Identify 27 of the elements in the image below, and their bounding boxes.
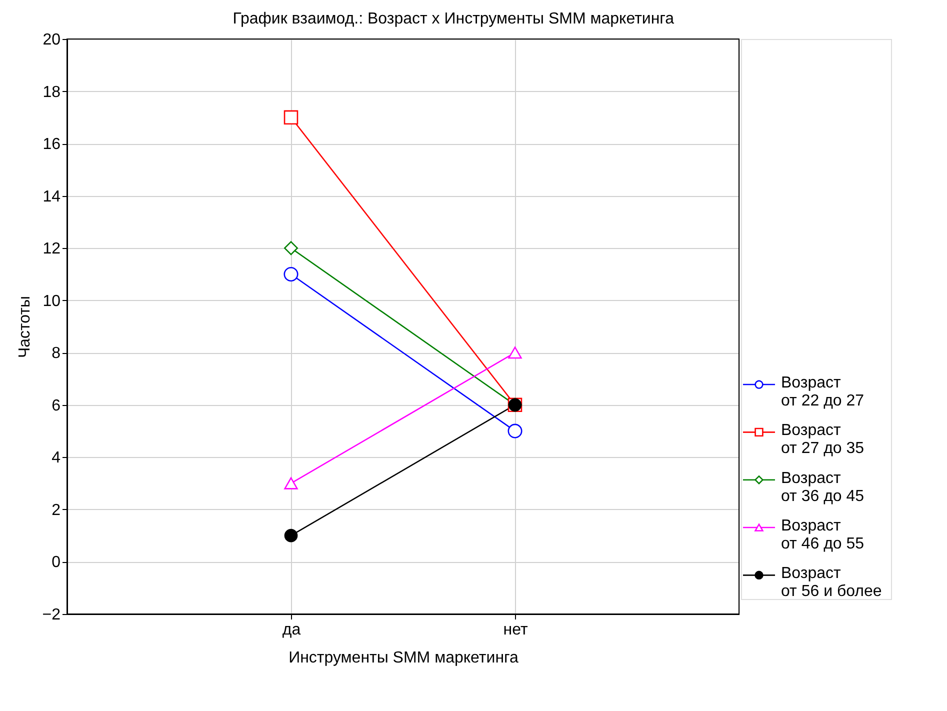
y-tick-label: 0 <box>52 554 61 572</box>
legend-label: Возраст от 22 до 27 <box>781 374 864 410</box>
point <box>284 110 298 125</box>
y-tick-label: 8 <box>52 345 61 362</box>
y-tick-label: 4 <box>52 450 61 467</box>
x-tick-label: да <box>282 622 301 638</box>
y-tick-label: 6 <box>52 397 61 414</box>
x-tick-label: нет <box>503 622 528 638</box>
point <box>508 424 522 438</box>
y-tick-label: −2 <box>42 606 61 624</box>
chart-title: График взаимод.: Возраст x Инструменты SMM маркетинга <box>232 10 674 28</box>
point <box>284 528 298 542</box>
point <box>284 241 298 256</box>
y-tick-label: 16 <box>42 136 61 154</box>
legend-label: Возраст от 36 до 45 <box>781 470 864 505</box>
y-tick-label: 20 <box>42 32 61 48</box>
legend-label: Возраст от 27 до 35 <box>781 422 864 458</box>
legend-label: Возраст от 56 и более <box>781 565 882 600</box>
y-tick-label: 10 <box>42 292 61 310</box>
y-tick-label: 12 <box>42 240 61 258</box>
point <box>284 266 298 282</box>
x-axis-title: Инструменты SMM маркетинга <box>288 650 519 666</box>
y-tick-label: 18 <box>42 84 61 101</box>
y-tick-label: 2 <box>52 502 61 519</box>
y-axis-title: Частоты <box>16 296 34 358</box>
y-tick-label: 14 <box>42 188 61 206</box>
legend-label: Возраст от 46 до 55 <box>781 518 864 553</box>
